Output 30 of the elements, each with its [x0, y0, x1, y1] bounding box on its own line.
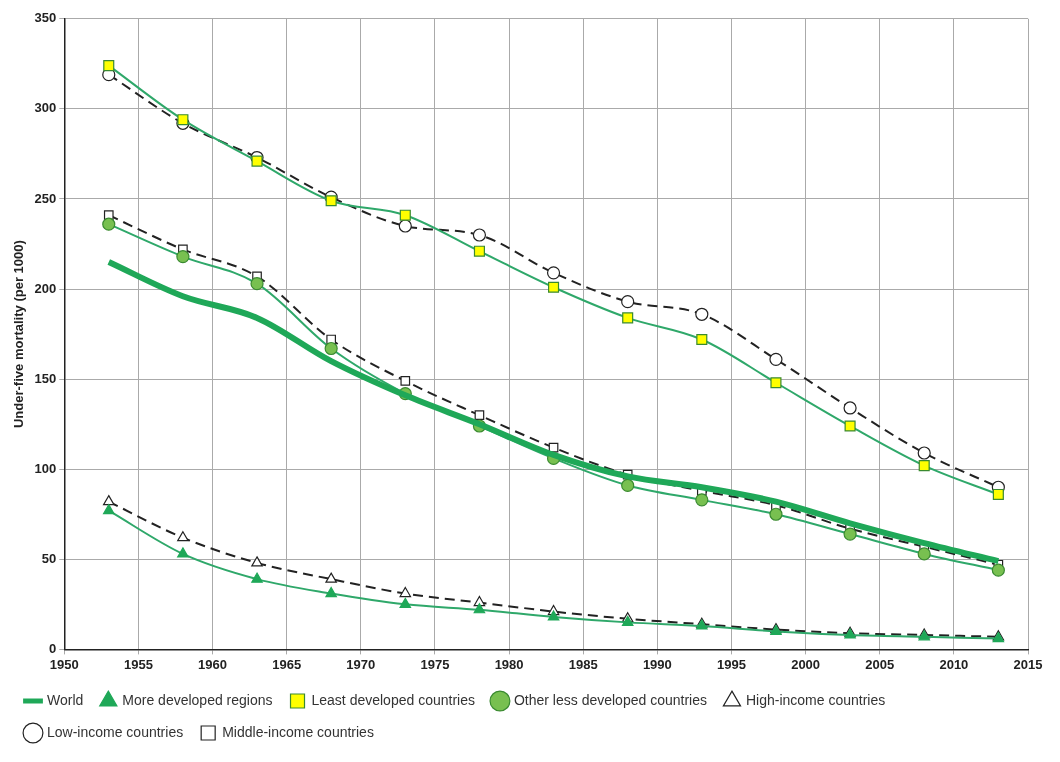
legend-label: Least developed countries — [311, 691, 475, 708]
x-tick-label: 1985 — [568, 656, 598, 672]
y-tick-label: 350 — [34, 10, 57, 26]
legend-label: More developed regions — [122, 691, 273, 708]
x-tick-label: 1980 — [494, 656, 524, 672]
x-tick-label: 1955 — [123, 656, 153, 672]
x-tick-label: 2010 — [939, 656, 969, 672]
x-tick-label: 2015 — [1013, 656, 1043, 672]
y-tick-label: 150 — [34, 370, 57, 386]
y-tick-label: 50 — [41, 550, 57, 566]
x-tick-label: 1960 — [198, 656, 228, 672]
y-tick-label: 100 — [34, 460, 57, 476]
y-tick-label: 300 — [34, 100, 57, 116]
y-axis-title: Under-five mortality (per 1000) — [11, 240, 27, 429]
legend-label: Low-income countries — [47, 723, 184, 740]
x-tick-label: 1965 — [272, 656, 302, 672]
y-tick-label: 200 — [34, 280, 57, 296]
x-tick-label: 1975 — [420, 656, 450, 672]
legend-label: Middle-income countries — [222, 723, 374, 740]
x-tick-label: 1990 — [642, 656, 672, 672]
y-tick-label: 0 — [49, 640, 57, 656]
x-tick-label: 2000 — [791, 656, 821, 672]
y-tick-label: 250 — [34, 190, 57, 206]
legend-label: World — [47, 691, 84, 708]
legend-label: Other less developed countries — [513, 691, 707, 708]
x-tick-label: 1995 — [717, 656, 746, 672]
x-tick-label: 1950 — [49, 656, 79, 672]
x-tick-label: 2005 — [865, 656, 895, 672]
x-tick-label: 1970 — [346, 656, 376, 672]
legend-label: High-income countries — [745, 691, 886, 708]
